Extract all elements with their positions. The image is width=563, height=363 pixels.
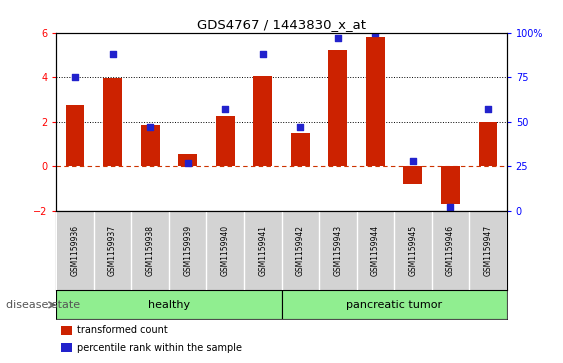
Text: GSM1159938: GSM1159938	[146, 225, 155, 276]
Text: disease state: disease state	[6, 300, 80, 310]
Bar	[404, 166, 422, 184]
Point	[108, 51, 117, 57]
Bar	[103, 78, 122, 166]
Bar	[66, 105, 84, 166]
Bar	[178, 154, 197, 166]
Title: GDS4767 / 1443830_x_at: GDS4767 / 1443830_x_at	[197, 19, 366, 32]
Text: GSM1159937: GSM1159937	[108, 225, 117, 276]
Bar	[328, 50, 347, 166]
Point	[70, 74, 79, 80]
Bar	[479, 122, 497, 166]
Point	[371, 30, 380, 36]
Text: GSM1159947: GSM1159947	[484, 225, 493, 276]
Bar	[216, 116, 235, 166]
Text: GSM1159945: GSM1159945	[408, 225, 417, 276]
Text: GSM1159940: GSM1159940	[221, 225, 230, 276]
Point	[221, 106, 230, 112]
Point	[333, 35, 342, 41]
Text: GSM1159942: GSM1159942	[296, 225, 305, 276]
Bar	[291, 133, 310, 166]
Bar	[253, 76, 272, 166]
Bar	[61, 326, 72, 335]
Point	[296, 124, 305, 130]
Point	[258, 51, 267, 57]
Text: percentile rank within the sample: percentile rank within the sample	[77, 343, 242, 353]
Point	[183, 160, 192, 166]
Text: transformed count: transformed count	[77, 325, 167, 335]
Point	[484, 106, 493, 112]
Bar	[61, 343, 72, 352]
Text: pancreatic tumor: pancreatic tumor	[346, 300, 442, 310]
Bar	[56, 290, 282, 319]
Point	[146, 124, 155, 130]
Text: healthy: healthy	[148, 300, 190, 310]
Bar	[366, 37, 385, 166]
Text: GSM1159939: GSM1159939	[183, 225, 192, 276]
Point	[446, 204, 455, 210]
Text: GSM1159936: GSM1159936	[70, 225, 79, 276]
Text: GSM1159946: GSM1159946	[446, 225, 455, 276]
Text: GSM1159941: GSM1159941	[258, 225, 267, 276]
Text: GSM1159943: GSM1159943	[333, 225, 342, 276]
Bar	[282, 290, 507, 319]
Bar	[441, 166, 460, 204]
Text: GSM1159944: GSM1159944	[371, 225, 380, 276]
Bar	[141, 125, 159, 166]
Point	[408, 158, 417, 164]
